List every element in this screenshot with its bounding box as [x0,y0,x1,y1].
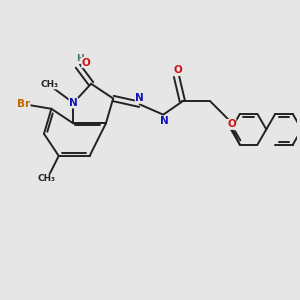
Text: CH₃: CH₃ [38,174,56,183]
Text: O: O [174,65,182,76]
Text: Br: Br [17,99,30,110]
Text: N: N [135,93,144,103]
Text: N: N [160,116,169,126]
Text: O: O [227,119,236,129]
Text: H: H [76,54,84,63]
Text: CH₃: CH₃ [41,80,59,89]
Text: O: O [82,58,91,68]
Text: N: N [69,98,78,108]
